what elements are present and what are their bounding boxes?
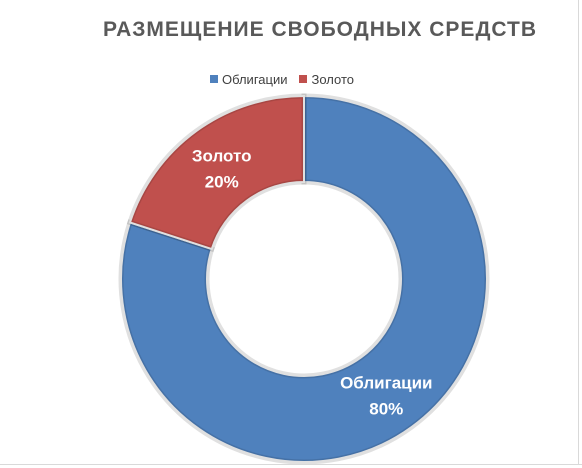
donut-slice-bonds: [120, 94, 488, 463]
legend-label-bonds: Облигации: [222, 71, 288, 87]
legend-label-gold: Золото: [311, 71, 354, 87]
slice-label-name-bonds: Облигации: [340, 373, 432, 392]
slice-label-name-gold: Золото: [192, 147, 252, 166]
slice-label-percent-bonds: 80%: [369, 399, 403, 418]
slice-label-percent-gold: 20%: [205, 173, 239, 192]
chart-title: РАЗМЕЩЕНИЕ СВОБОДНЫХ СРЕДСТВ: [102, 18, 538, 41]
legend-swatch-bonds: [210, 75, 218, 83]
donut-slice-shade-gold: [126, 93, 307, 253]
donut-slice-gold: [128, 94, 305, 251]
legend-item-bonds: Облигации: [210, 72, 287, 87]
plot-border-right: [578, 0, 579, 465]
plot-border-bottom: [0, 464, 582, 465]
legend-item-gold: Золото: [299, 72, 354, 87]
legend-swatch-gold: [299, 75, 308, 83]
donut-slice-shade-bonds: [118, 93, 490, 465]
chart-legend: Облигации Золото: [210, 71, 366, 87]
